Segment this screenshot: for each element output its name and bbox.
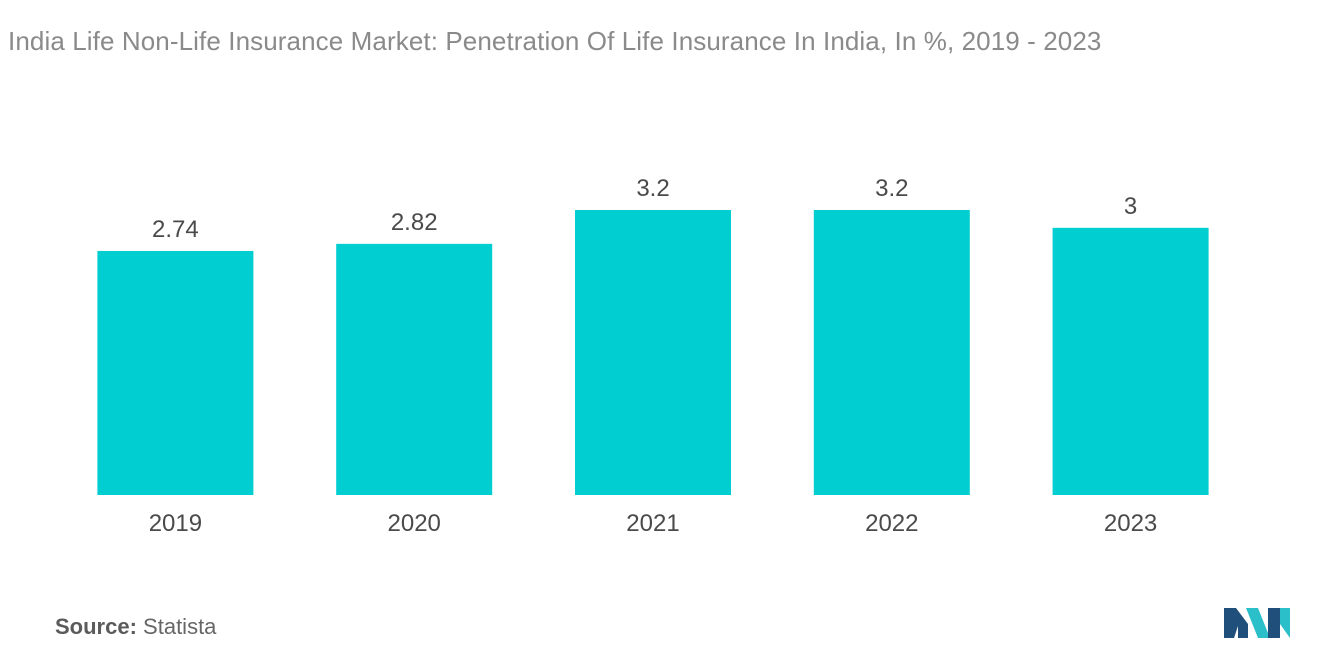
value-label-2021: 3.2 bbox=[636, 175, 669, 202]
bar-2020 bbox=[336, 243, 493, 495]
x-tick-label-2020: 2020 bbox=[388, 510, 441, 537]
logo-right-shape bbox=[1268, 608, 1280, 638]
bar-2023 bbox=[1052, 227, 1209, 495]
x-tick-label-2022: 2022 bbox=[865, 510, 918, 537]
chart-title: India Life Non-Life Insurance Market: Pe… bbox=[8, 26, 1102, 56]
x-tick-label-2019: 2019 bbox=[149, 510, 202, 537]
value-label-2020: 2.82 bbox=[391, 209, 438, 236]
source-value: Statista bbox=[143, 614, 217, 639]
logo-left-shape bbox=[1224, 608, 1248, 638]
bar-2022 bbox=[813, 210, 970, 495]
bar-2019 bbox=[97, 250, 254, 495]
logo-mid-shape bbox=[1246, 608, 1270, 638]
value-labels-group: 2.74 2.82 3.2 3.2 3 bbox=[152, 175, 1137, 243]
source-note: Source: Statista bbox=[55, 614, 216, 640]
bar-2021 bbox=[575, 210, 731, 495]
bar-chart: 2.74 2.82 3.2 3.2 3 2019 2020 2021 2022 2023 bbox=[97, 175, 1209, 537]
logo-right-accent bbox=[1280, 608, 1290, 638]
mordor-intelligence-logo-icon bbox=[1224, 608, 1290, 638]
value-label-2023: 3 bbox=[1124, 193, 1137, 220]
x-tick-label-2023: 2023 bbox=[1104, 510, 1157, 537]
value-label-2019: 2.74 bbox=[152, 216, 199, 243]
source-label: Source: bbox=[55, 614, 137, 639]
bars-group bbox=[97, 210, 1209, 495]
x-tick-label-2021: 2021 bbox=[626, 510, 679, 537]
x-tick-labels-group: 2019 2020 2021 2022 2023 bbox=[149, 510, 1158, 537]
value-label-2022: 3.2 bbox=[875, 175, 908, 202]
